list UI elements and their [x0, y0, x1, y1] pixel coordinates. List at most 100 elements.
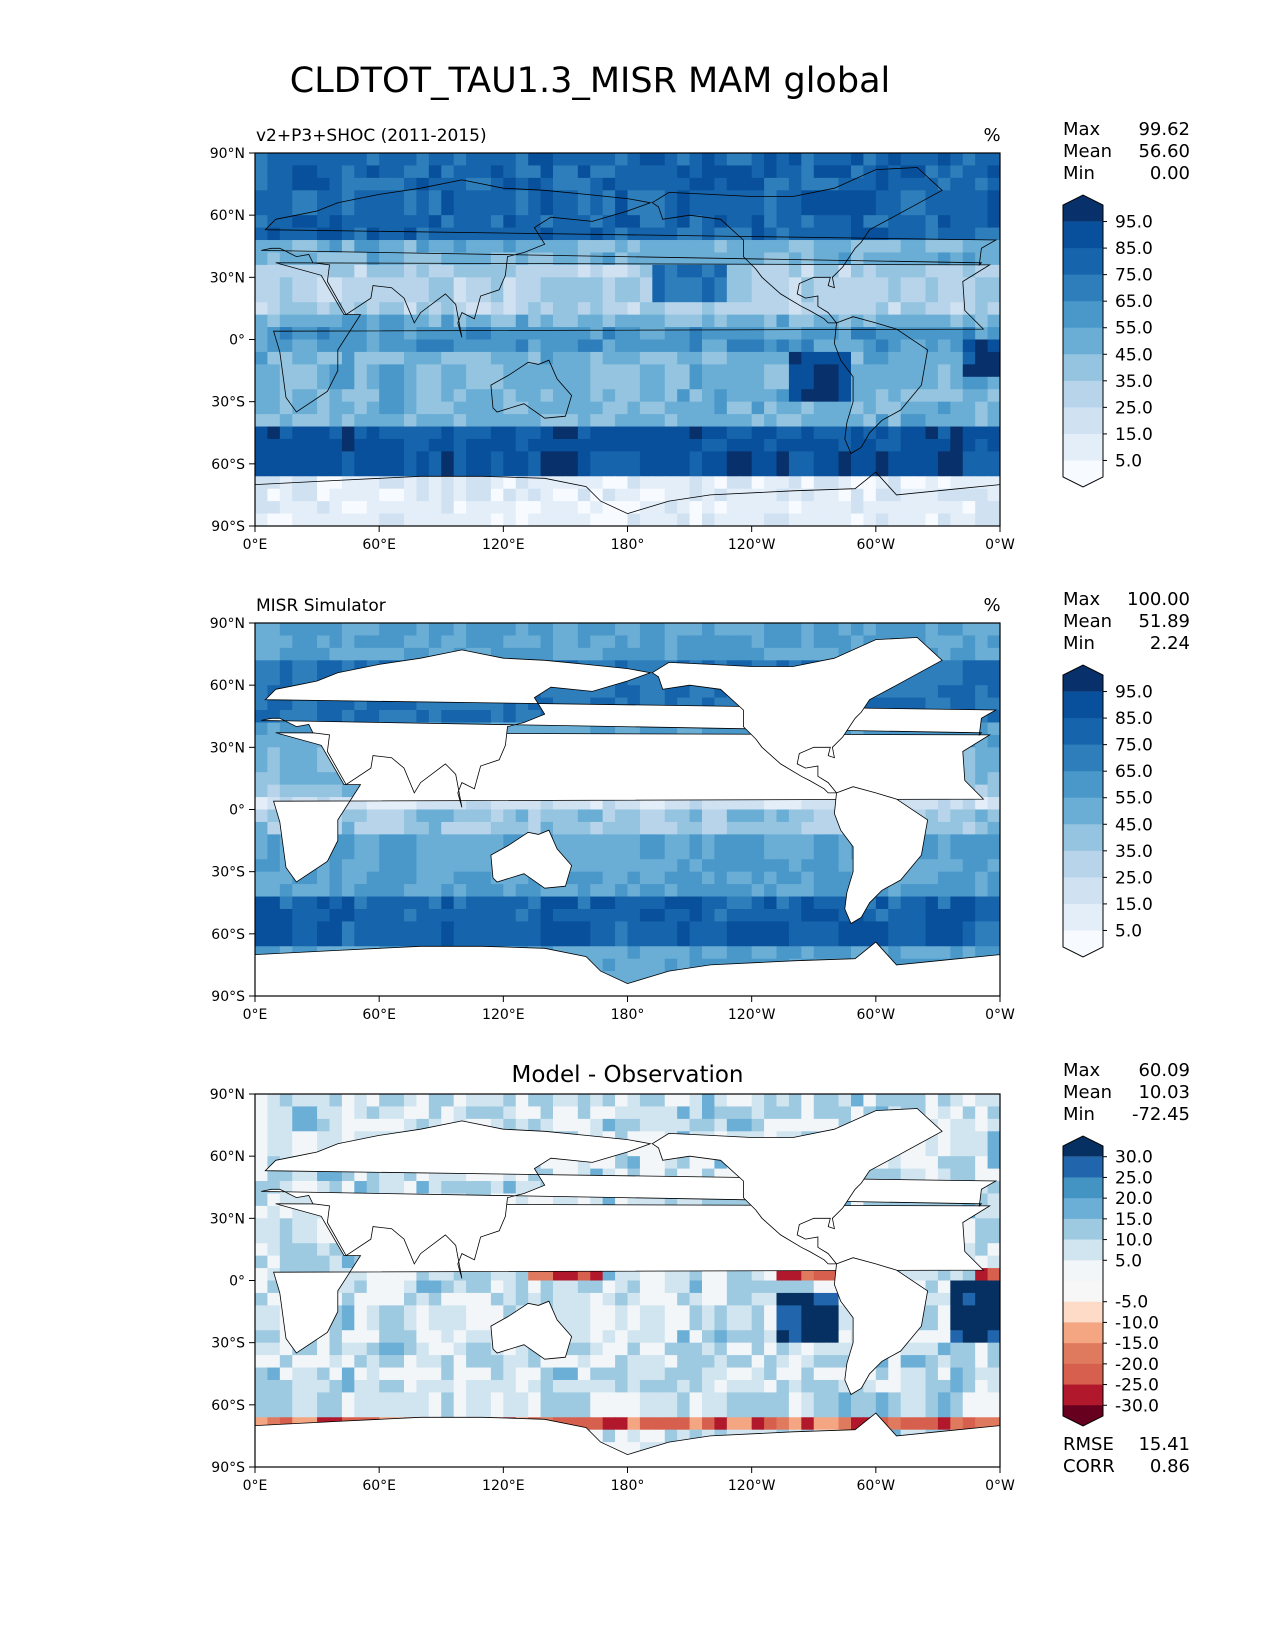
- field-cell: [975, 190, 989, 204]
- field-cell: [466, 153, 480, 167]
- field-cell: [838, 871, 852, 885]
- field-cell: [428, 1094, 442, 1108]
- field-cell: [751, 401, 765, 415]
- field-cell: [751, 414, 765, 428]
- field-cell: [950, 884, 964, 898]
- field-cell: [478, 933, 492, 947]
- field-cell: [677, 202, 691, 216]
- field-cell: [888, 438, 902, 452]
- field-cell: [702, 809, 716, 823]
- field-cell: [267, 190, 281, 204]
- field-cell: [689, 501, 703, 515]
- field-cell: [565, 635, 579, 649]
- field-cell: [267, 202, 281, 216]
- field-cell: [975, 623, 989, 637]
- field-cell: [428, 314, 442, 328]
- field-cell: [540, 623, 554, 637]
- field-cell: [453, 364, 467, 378]
- field-cell: [428, 376, 442, 390]
- field-cell: [317, 327, 331, 341]
- field-cell: [466, 1305, 480, 1319]
- field-cell: [329, 623, 343, 637]
- field-cell: [416, 1280, 430, 1294]
- field-cell: [466, 908, 480, 922]
- field-cell: [354, 302, 368, 316]
- field-cell: [404, 1342, 418, 1356]
- field-cell: [615, 190, 629, 204]
- field-cell: [292, 1143, 306, 1157]
- field-cell: [987, 747, 1000, 761]
- field-cell: [267, 1317, 281, 1331]
- field-cell: [341, 821, 355, 835]
- field-cell: [962, 277, 976, 291]
- field-cell: [329, 451, 343, 465]
- field-cell: [689, 339, 703, 353]
- field-cell: [441, 501, 455, 515]
- field-cell: [975, 697, 989, 711]
- field-cell: [950, 1317, 964, 1331]
- field-cell: [739, 351, 753, 365]
- field-cell: [255, 414, 269, 428]
- field-cell: [937, 946, 951, 960]
- field-cell: [875, 364, 889, 378]
- field-cell: [913, 252, 927, 266]
- field-cell: [391, 884, 405, 898]
- field-cell: [565, 364, 579, 378]
- field-cell: [900, 884, 914, 898]
- field-cell: [391, 1330, 405, 1344]
- field-cell: [391, 165, 405, 179]
- field-cell: [987, 202, 1000, 216]
- field-cell: [813, 1317, 827, 1331]
- field-cell: [490, 190, 504, 204]
- field-cell: [888, 190, 902, 204]
- field-cell: [925, 933, 939, 947]
- field-cell: [590, 463, 604, 477]
- field-cell: [515, 451, 529, 465]
- panel-title: MISR Simulator: [256, 596, 386, 616]
- field-cell: [627, 1305, 641, 1319]
- field-cell: [341, 476, 355, 490]
- field-cell: [987, 1218, 1000, 1232]
- field-cell: [776, 1094, 790, 1108]
- field-cell: [453, 438, 467, 452]
- field-cell: [900, 302, 914, 316]
- field-cell: [391, 227, 405, 241]
- field-cell: [714, 635, 728, 649]
- field-cell: [739, 1305, 753, 1319]
- map-panel-2: 90°N60°N30°N0°30°S60°S90°S0°E 60°E 120°E 18…: [210, 589, 1190, 1023]
- field-cell: [987, 884, 1000, 898]
- field-cell: [416, 908, 430, 922]
- field-cell: [255, 426, 269, 440]
- field-cell: [416, 921, 430, 935]
- field-cell: [751, 289, 765, 303]
- field-cell: [366, 327, 380, 341]
- field-cell: [788, 1268, 802, 1282]
- field-cell: [428, 1317, 442, 1331]
- field-cell: [925, 809, 939, 823]
- field-cell: [267, 1342, 281, 1356]
- field-cell: [664, 153, 678, 167]
- field-cell: [627, 240, 641, 254]
- colorbar-label: 5.0: [1115, 451, 1142, 471]
- field-cell: [615, 401, 629, 415]
- field-cell: [714, 647, 728, 661]
- field-cell: [975, 1118, 989, 1132]
- field-cell: [466, 871, 480, 885]
- field-cell: [826, 227, 840, 241]
- field-cell: [950, 327, 964, 341]
- field-cell: [987, 1317, 1000, 1331]
- field-cell: [702, 451, 716, 465]
- field-cell: [366, 153, 380, 167]
- field-cell: [863, 908, 877, 922]
- field-cell: [702, 289, 716, 303]
- field-cell: [813, 896, 827, 910]
- field-cell: [379, 908, 393, 922]
- colorbar-segment: [1063, 771, 1103, 799]
- field-cell: [341, 784, 355, 798]
- field-cell: [652, 327, 666, 341]
- field-cell: [329, 710, 343, 724]
- field-cell: [702, 1342, 716, 1356]
- field-cell: [937, 438, 951, 452]
- field-cell: [304, 635, 318, 649]
- field-cell: [627, 202, 641, 216]
